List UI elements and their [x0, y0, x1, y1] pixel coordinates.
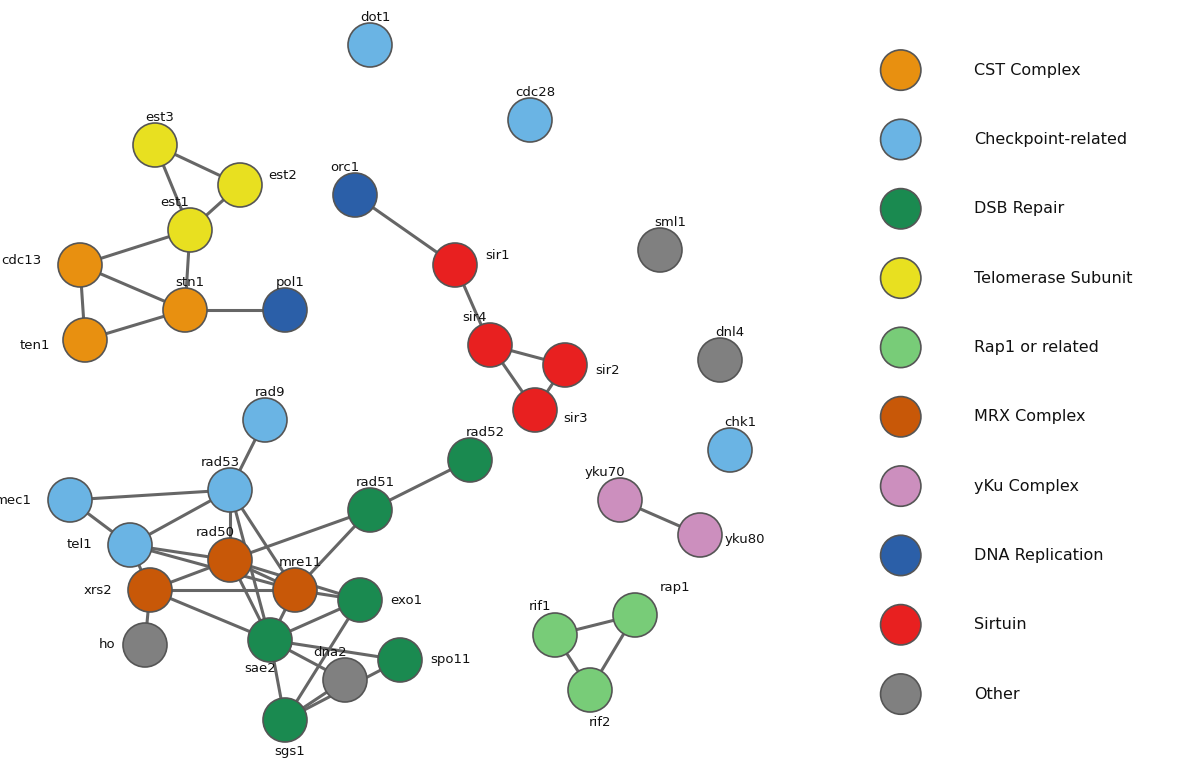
Ellipse shape: [881, 50, 921, 90]
Text: sir2: sir2: [595, 364, 620, 376]
Circle shape: [513, 388, 557, 432]
Circle shape: [248, 618, 292, 662]
Text: rif1: rif1: [528, 601, 551, 614]
Circle shape: [707, 428, 753, 472]
Text: dnl4: dnl4: [716, 326, 744, 339]
Text: dot1: dot1: [360, 10, 391, 23]
Circle shape: [133, 123, 177, 167]
Circle shape: [163, 288, 207, 332]
Text: tel1: tel1: [66, 538, 93, 552]
Ellipse shape: [881, 397, 921, 437]
Text: DNA Replication: DNA Replication: [975, 548, 1104, 563]
Circle shape: [108, 523, 152, 567]
Text: pol1: pol1: [275, 276, 304, 288]
Circle shape: [208, 468, 252, 512]
Text: rad52: rad52: [465, 425, 504, 439]
Text: stn1: stn1: [176, 276, 204, 288]
Circle shape: [323, 658, 367, 702]
Ellipse shape: [881, 258, 921, 298]
Text: est2: est2: [268, 168, 297, 182]
Text: orc1: orc1: [330, 160, 360, 174]
Circle shape: [243, 398, 287, 442]
Text: rad53: rad53: [201, 456, 240, 468]
Text: rad50: rad50: [196, 526, 235, 538]
Ellipse shape: [881, 189, 921, 229]
Text: exo1: exo1: [391, 594, 423, 607]
Circle shape: [264, 288, 307, 332]
Circle shape: [169, 208, 212, 252]
Circle shape: [264, 698, 307, 742]
Text: Telomerase Subunit: Telomerase Subunit: [975, 270, 1132, 286]
Text: rad51: rad51: [355, 475, 394, 488]
Circle shape: [433, 243, 477, 287]
Circle shape: [63, 318, 107, 362]
Text: sir3: sir3: [563, 411, 588, 425]
Circle shape: [447, 438, 491, 482]
Text: MRX Complex: MRX Complex: [975, 409, 1086, 425]
Text: spo11: spo11: [430, 654, 470, 667]
Text: yku70: yku70: [585, 466, 626, 478]
Circle shape: [598, 478, 642, 522]
Circle shape: [123, 623, 167, 667]
Circle shape: [273, 568, 317, 612]
Text: sir4: sir4: [463, 311, 487, 323]
Text: est1: est1: [160, 196, 190, 209]
Circle shape: [128, 568, 172, 612]
Circle shape: [348, 23, 392, 67]
Ellipse shape: [881, 535, 921, 576]
Circle shape: [218, 163, 262, 207]
Text: sir1: sir1: [485, 249, 509, 262]
Text: dna2: dna2: [313, 646, 347, 658]
Circle shape: [612, 593, 656, 637]
Circle shape: [208, 538, 252, 582]
Text: ten1: ten1: [19, 339, 50, 351]
Text: sgs1: sgs1: [274, 746, 305, 759]
Text: est3: est3: [146, 111, 174, 124]
Ellipse shape: [881, 119, 921, 160]
Text: Checkpoint-related: Checkpoint-related: [975, 132, 1128, 147]
Text: rap1: rap1: [660, 580, 691, 594]
Circle shape: [637, 228, 683, 272]
Circle shape: [58, 243, 102, 287]
Ellipse shape: [881, 674, 921, 714]
Ellipse shape: [881, 605, 921, 645]
Text: rif2: rif2: [589, 715, 611, 728]
Circle shape: [678, 513, 722, 557]
Ellipse shape: [881, 466, 921, 506]
Ellipse shape: [881, 327, 921, 368]
Text: mec1: mec1: [0, 494, 32, 506]
Circle shape: [533, 613, 577, 657]
Circle shape: [468, 323, 512, 367]
Circle shape: [542, 343, 588, 387]
Text: yKu Complex: yKu Complex: [975, 478, 1079, 494]
Text: sml1: sml1: [654, 216, 686, 228]
Circle shape: [334, 173, 377, 217]
Text: CST Complex: CST Complex: [975, 62, 1081, 78]
Circle shape: [698, 338, 742, 382]
Circle shape: [47, 478, 93, 522]
Circle shape: [508, 98, 552, 142]
Text: xrs2: xrs2: [83, 583, 112, 597]
Text: Rap1 or related: Rap1 or related: [975, 340, 1099, 355]
Text: mre11: mre11: [278, 555, 322, 569]
Circle shape: [348, 488, 392, 532]
Text: cdc28: cdc28: [515, 86, 556, 98]
Text: rad9: rad9: [255, 386, 285, 399]
Text: Other: Other: [975, 686, 1020, 702]
Text: ho: ho: [99, 639, 115, 651]
Text: Sirtuin: Sirtuin: [975, 617, 1027, 633]
Text: sae2: sae2: [245, 661, 275, 675]
Circle shape: [569, 668, 612, 712]
Text: DSB Repair: DSB Repair: [975, 201, 1065, 217]
Text: chk1: chk1: [724, 415, 756, 428]
Text: cdc13: cdc13: [1, 253, 42, 266]
Circle shape: [338, 578, 382, 622]
Text: yku80: yku80: [725, 534, 766, 547]
Circle shape: [377, 638, 423, 682]
